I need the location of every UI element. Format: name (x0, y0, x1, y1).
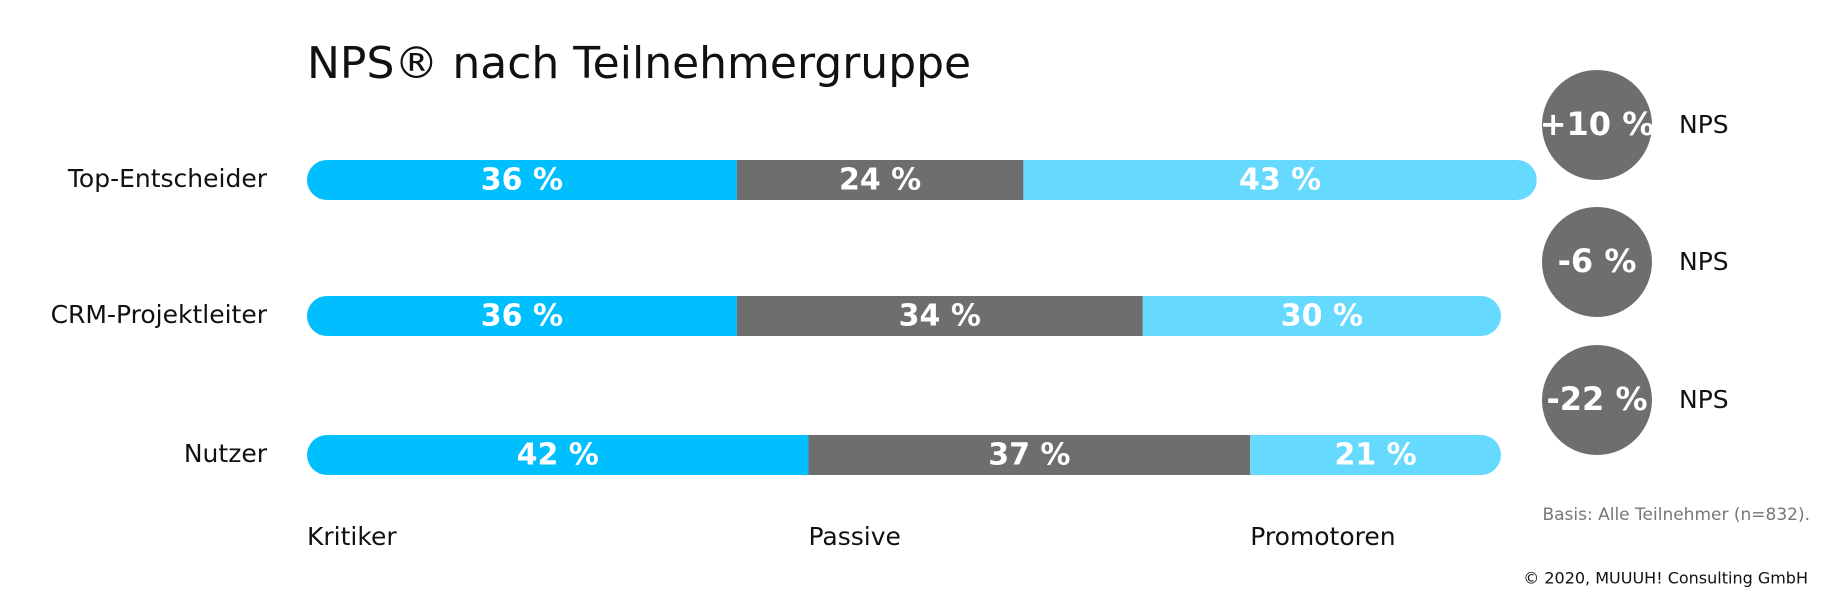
y-tick-label: Top-Entscheider (67, 164, 268, 193)
bar-row (307, 435, 1501, 475)
legend-label: Kritiker (307, 522, 397, 551)
value-label: 43 % (1239, 163, 1321, 198)
bar-segment (1250, 435, 1501, 475)
value-label: 37 % (988, 438, 1070, 473)
copyright: © 2020, MUUUH! Consulting GmbH (1523, 569, 1808, 588)
bar-segment (736, 296, 1143, 336)
value-label: 36 % (481, 163, 563, 198)
bar-segment (307, 435, 809, 475)
nps-circle (1542, 207, 1652, 317)
chart-title: NPS® nach Teilnehmergruppe (307, 38, 971, 89)
bar-segment (736, 160, 1024, 200)
nps-circle (1542, 345, 1652, 455)
bar-row (307, 296, 1501, 336)
y-tick-label: CRM-Projektleiter (51, 300, 268, 329)
value-label: 30 % (1281, 299, 1363, 334)
nps-circle (1542, 70, 1652, 180)
value-label: 24 % (839, 163, 921, 198)
nps-label: NPS (1679, 385, 1729, 414)
value-label: 34 % (899, 299, 981, 334)
bar-segment (307, 296, 737, 336)
value-label: 21 % (1334, 438, 1416, 473)
legend-label: Promotoren (1250, 522, 1395, 551)
nps-label: NPS (1679, 110, 1729, 139)
value-label: 36 % (481, 299, 563, 334)
nps-value: +10 % (1540, 105, 1655, 143)
bar-segment (808, 435, 1251, 475)
y-tick-label: Nutzer (184, 439, 268, 468)
bar-segment (1023, 160, 1537, 200)
nps-value: -22 % (1546, 380, 1647, 418)
bar-segment (307, 160, 737, 200)
bar-segment (1142, 296, 1501, 336)
value-label: 42 % (517, 438, 599, 473)
legend-label: Passive (808, 522, 900, 551)
nps-value: -6 % (1558, 242, 1637, 280)
note: Basis: Alle Teilnehmer (n=832). (1542, 505, 1810, 525)
nps-label: NPS (1679, 247, 1729, 276)
bar-row (307, 160, 1537, 200)
